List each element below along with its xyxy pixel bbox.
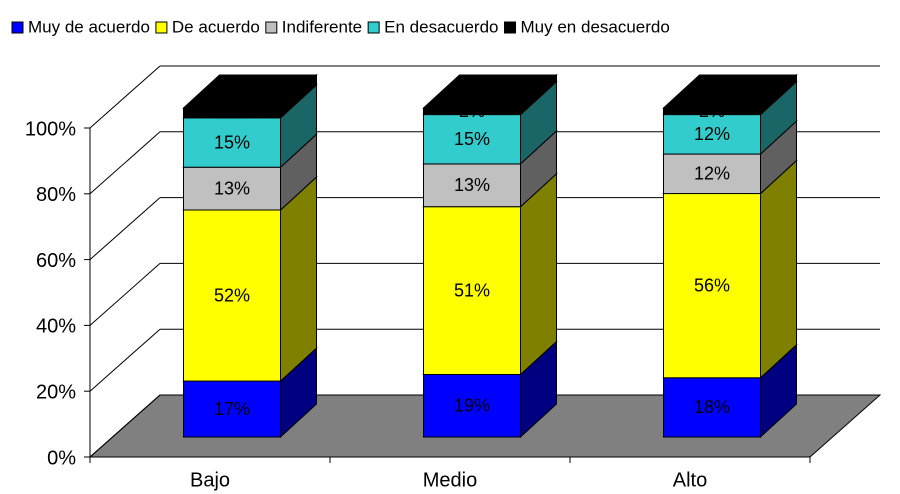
grid-line bbox=[89, 328, 161, 392]
legend-swatch bbox=[11, 21, 24, 34]
legend-swatch bbox=[265, 21, 278, 34]
legend-label: Muy de acuerdo bbox=[28, 17, 150, 36]
bar-front bbox=[183, 209, 281, 382]
bar-front bbox=[423, 107, 521, 116]
grid-line bbox=[89, 263, 161, 326]
y-tick-label: 80% bbox=[36, 184, 76, 206]
x-tick-label: Bajo bbox=[190, 469, 230, 491]
bar-side bbox=[280, 175, 317, 383]
value-label: 3% bbox=[219, 103, 245, 123]
y-tick-label: 20% bbox=[36, 381, 76, 403]
legend-label: Indiferente bbox=[282, 17, 362, 36]
bar-front bbox=[183, 380, 281, 438]
grid-line bbox=[89, 394, 161, 458]
bar-front bbox=[663, 377, 761, 438]
legend-label: En desacuerdo bbox=[384, 17, 498, 36]
bar-side bbox=[760, 159, 797, 379]
value-label: 51% bbox=[454, 280, 490, 300]
bar-front bbox=[423, 206, 521, 375]
value-label: 13% bbox=[454, 175, 490, 195]
y-tick-label: 40% bbox=[36, 316, 76, 338]
bar-segment bbox=[662, 73, 798, 116]
bar-front bbox=[423, 373, 521, 438]
bar-segment bbox=[422, 73, 558, 116]
bar-side bbox=[520, 172, 557, 376]
bar-front bbox=[183, 166, 281, 211]
value-label: 15% bbox=[454, 129, 490, 149]
value-label: 19% bbox=[454, 395, 490, 415]
y-tick-label: 0% bbox=[47, 447, 76, 469]
bar-front bbox=[183, 107, 281, 119]
legend-label: Muy en desacuerdo bbox=[521, 17, 670, 36]
grid-line bbox=[89, 65, 161, 129]
bar-front bbox=[663, 153, 761, 195]
grid-line bbox=[89, 197, 161, 260]
bar-front bbox=[183, 117, 281, 168]
legend-swatch bbox=[504, 21, 517, 34]
legend-swatch bbox=[367, 21, 380, 34]
bar-front bbox=[663, 107, 761, 116]
y-tick-label: 100% bbox=[25, 118, 76, 140]
value-label: 12% bbox=[694, 164, 730, 184]
value-label: 56% bbox=[694, 275, 730, 295]
x-tick-label: Alto bbox=[673, 469, 707, 491]
legend-swatch bbox=[155, 21, 168, 34]
value-label: 18% bbox=[694, 397, 730, 417]
value-label: 13% bbox=[214, 178, 250, 198]
bar-front bbox=[663, 114, 761, 155]
bar-segment bbox=[182, 73, 318, 120]
bar-front bbox=[423, 114, 521, 165]
legend-label: De acuerdo bbox=[172, 17, 260, 36]
grid-line bbox=[89, 131, 161, 195]
value-label: 17% bbox=[214, 399, 250, 419]
y-tick-label: 60% bbox=[36, 250, 76, 272]
value-label: 2% bbox=[459, 101, 485, 121]
x-tick-label: Medio bbox=[423, 469, 477, 491]
value-label: 12% bbox=[694, 124, 730, 144]
value-label: 15% bbox=[214, 132, 250, 152]
value-label: 52% bbox=[214, 285, 250, 305]
value-label: 2% bbox=[699, 101, 725, 121]
bar-front bbox=[663, 193, 761, 379]
